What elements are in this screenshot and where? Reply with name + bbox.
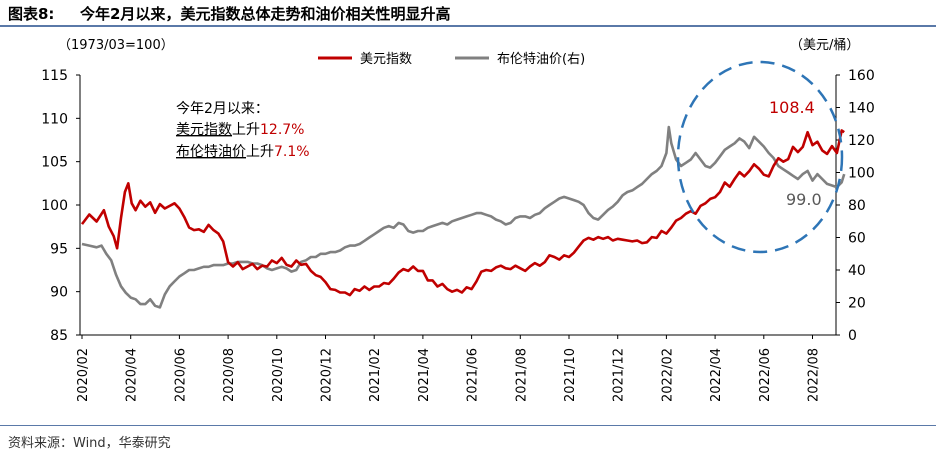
annotation-heading: 今年2月以来：: [176, 101, 269, 117]
left-axis-tick-label: 105: [41, 155, 68, 171]
right-axis-tick-label: 40: [848, 263, 866, 279]
right-axis-tick-label: 100: [848, 166, 875, 182]
x-axis-tick-label: 2021/06: [466, 348, 481, 402]
left-axis-tick-label: 90: [50, 285, 68, 301]
source-note: 资料来源：Wind，华泰研究: [8, 436, 171, 451]
end-label-brent: 99.0: [786, 190, 822, 209]
right-axis-tick-label: 120: [848, 133, 875, 149]
figure-header: 图表8: 今年2月以来，美元指数总体走势和油价相关性明显升高: [0, 0, 936, 27]
right-axis-tick-label: 160: [848, 68, 875, 84]
right-axis-tick-label: 60: [848, 231, 866, 247]
x-axis-tick-label: 2021/04: [417, 348, 432, 402]
left-axis-tick-label: 95: [50, 241, 68, 257]
right-axis-tick-label: 80: [848, 198, 866, 214]
figure-title: 今年2月以来，美元指数总体走势和油价相关性明显升高: [80, 5, 451, 23]
x-axis-tick-label: 2021/02: [368, 348, 383, 402]
x-axis-tick-label: 2021/10: [563, 348, 578, 402]
legend-label-usd-index: 美元指数: [360, 52, 412, 67]
x-axis-tick-label: 2020/08: [222, 348, 237, 402]
right-axis-unit: （美元/桶）: [790, 38, 859, 53]
x-axis-tick-label: 2020/06: [173, 348, 188, 402]
x-axis-tick-label: 2021/12: [612, 348, 627, 402]
left-axis-tick-label: 115: [41, 68, 68, 84]
annotation-suffix: 上升: [232, 122, 260, 138]
chart: 85 90 95 100 105 110 115 0 20 40 60 80 100 120 140 160 2…: [41, 38, 875, 402]
x-axis-tick-label: 2020/04: [125, 348, 140, 402]
x-axis-tick-label: 2022/08: [807, 348, 822, 402]
series-line-usd-index: [80, 129, 845, 297]
left-axis-tick-label: 85: [50, 328, 68, 344]
annotation-line: 美元指数上升12.7%: [176, 122, 304, 138]
left-axis-tick-label: 100: [41, 198, 68, 214]
legend-label-brent: 布伦特油价(右): [497, 52, 585, 67]
series-line-brent: [81, 125, 846, 309]
x-axis-tick-label: 2022/04: [709, 348, 724, 402]
right-axis-tick-label: 0: [848, 328, 857, 344]
left-axis-unit: （1973/03=100）: [58, 38, 174, 53]
annotation-value: 12.7%: [260, 122, 304, 138]
right-axis-tick-label: 140: [848, 101, 875, 117]
highlight-circle: [676, 60, 844, 254]
annotation-suffix: 上升: [246, 144, 274, 160]
footer-rule: [0, 425, 936, 426]
x-axis-tick-label: 2020/02: [76, 348, 91, 402]
left-axis-tick-label: 110: [41, 111, 68, 127]
x-axis-tick-label: 2022/06: [758, 348, 773, 402]
x-axis-tick-label: 2020/10: [271, 348, 286, 402]
end-label-usd-index: 108.4: [769, 98, 815, 117]
annotation-line: 布伦特油价上升7.1%: [176, 144, 310, 160]
annotation-series-label: 美元指数: [176, 122, 232, 138]
x-axis-tick-label: 2022/02: [660, 348, 675, 402]
annotation-value: 7.1%: [274, 144, 310, 160]
figure-label: 图表8:: [8, 5, 55, 23]
header-rule: [0, 25, 936, 27]
right-axis-tick-label: 20: [848, 296, 866, 312]
annotation-series-label: 布伦特油价: [176, 144, 246, 160]
x-axis-tick-label: 2020/12: [320, 348, 335, 402]
x-axis-tick-label: 2021/08: [514, 348, 529, 402]
